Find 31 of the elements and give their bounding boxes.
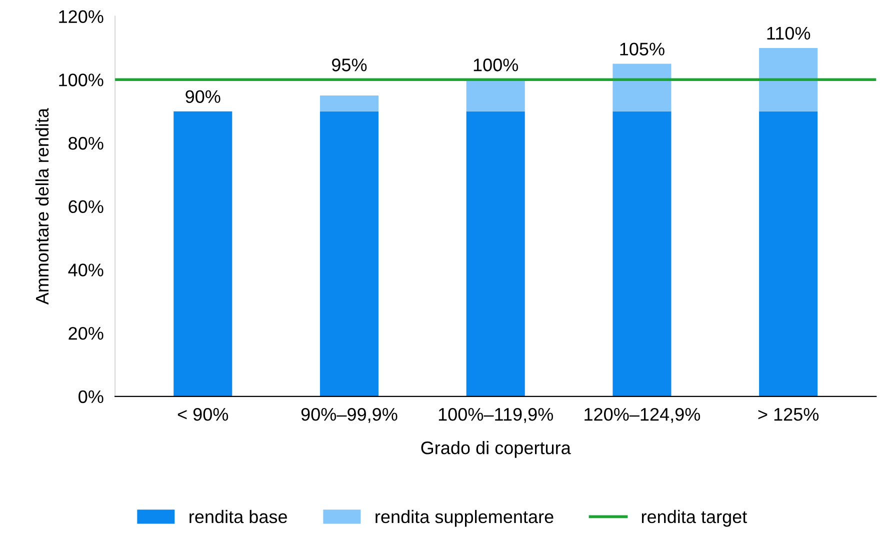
x-tick-label: 90%–99,9% [301, 408, 398, 423]
bar [320, 95, 379, 112]
legend-label: rendita base [190, 510, 287, 524]
y-axis-title: Ammontare della rendita [35, 108, 49, 305]
x-tick-label: > 125% [758, 408, 819, 421]
x-tick-label: < 90% [178, 408, 228, 421]
y-tick-label: 80% [68, 136, 104, 150]
total-label: 110% [767, 26, 810, 40]
y-tick-label: 40% [68, 264, 104, 276]
bar [759, 111, 818, 396]
y-tick-label: 0% [78, 390, 104, 404]
bar [612, 111, 672, 396]
bar [759, 48, 818, 112]
x-axis-title: Grado di copertura [421, 441, 571, 458]
x-tick-label: 100%–119,9% [438, 408, 554, 423]
bar [466, 80, 525, 112]
total-label: 100% [474, 58, 518, 72]
total-label: 95% [332, 58, 367, 72]
bar [174, 111, 232, 396]
bar [320, 111, 379, 396]
bar [612, 64, 672, 112]
legend-label: rendita supplementare [376, 510, 554, 527]
legend-label: rendita target [642, 510, 748, 527]
total-label: 90% [186, 90, 220, 103]
x-tick-label: 120%–124,9% [584, 408, 700, 423]
y-tick-label: 100% [59, 74, 104, 86]
y-tick-label: 60% [68, 200, 104, 214]
y-tick-label: 20% [68, 326, 104, 340]
bar [466, 111, 525, 396]
y-tick-label: 120% [59, 10, 104, 24]
total-label: 105% [620, 42, 664, 56]
